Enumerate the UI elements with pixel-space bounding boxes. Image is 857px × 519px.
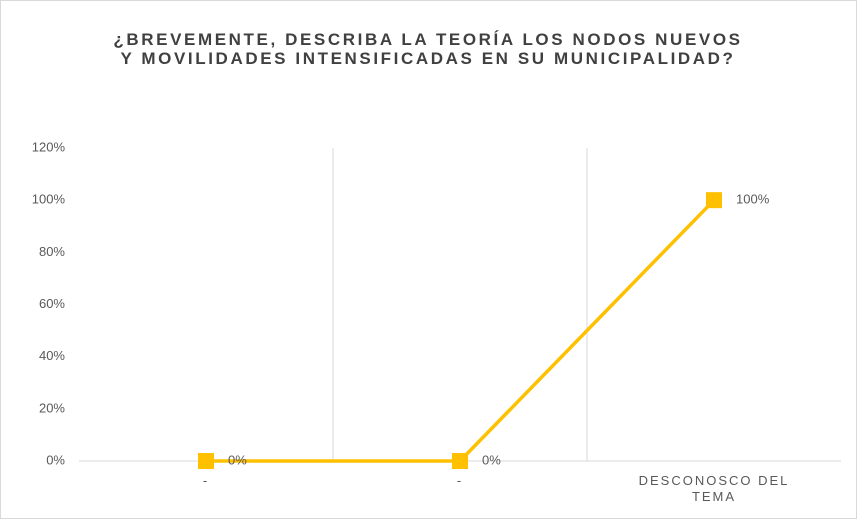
x-tick-label: - xyxy=(202,473,210,488)
y-tick-label: 120% xyxy=(32,139,66,154)
data-label: 0% xyxy=(482,452,501,467)
y-tick-label: 100% xyxy=(32,192,66,207)
x-tick-label: - xyxy=(456,473,464,488)
y-tick-label: 0% xyxy=(46,452,65,467)
y-tick-label: 60% xyxy=(39,296,65,311)
data-label: 100% xyxy=(736,192,770,207)
x-tick-label: DESCONOSCO DEL TEMA xyxy=(638,473,790,504)
marker xyxy=(452,453,468,469)
y-tick-label: 40% xyxy=(39,348,65,363)
y-tick-label: 80% xyxy=(39,244,65,259)
data-label: 0% xyxy=(228,452,247,467)
line xyxy=(206,198,716,463)
y-tick-label: 20% xyxy=(39,400,65,415)
chart-title: ¿BREVEMENTE, DESCRIBA LA TEORÍA LOS NODO… xyxy=(113,30,743,68)
marker xyxy=(706,192,722,209)
marker xyxy=(198,453,214,469)
